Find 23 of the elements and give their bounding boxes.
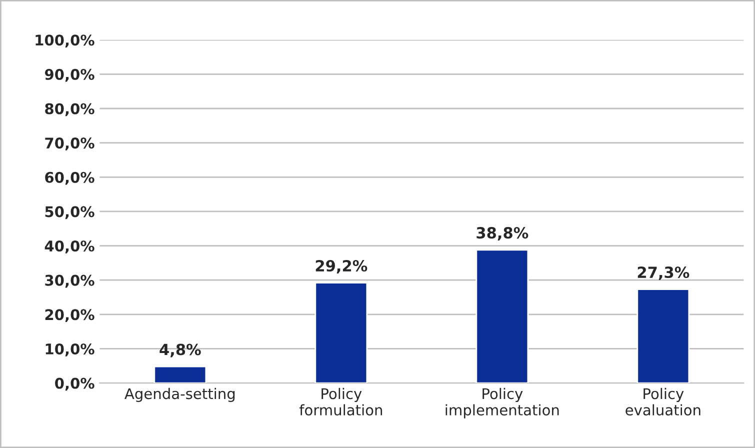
data-label: 4,8% (160, 344, 201, 358)
y-tick-label: 90,0% (44, 68, 94, 82)
y-tick-label: 40,0% (44, 240, 94, 254)
y-tick-label: 20,0% (45, 309, 94, 322)
y-tick-label: 70,0% (45, 138, 94, 150)
y-tick-label: 10,0% (46, 343, 94, 356)
bar (154, 366, 207, 384)
y-tick-label: 100,0% (36, 34, 94, 48)
bar (476, 249, 529, 384)
x-tick-label: Policy implementation (446, 388, 559, 418)
x-tick-label: Policy formulation (299, 388, 382, 416)
data-label: 29,2% (316, 260, 368, 274)
y-tick-label: 30,0% (45, 274, 94, 288)
y-tick-label: 50,0% (45, 206, 94, 220)
bar (636, 288, 690, 384)
x-tick-label: Policy evaluation (626, 388, 700, 416)
bar (314, 282, 368, 384)
y-tick-label: 0,0% (55, 378, 94, 391)
x-tick-label: Agenda-setting (124, 388, 235, 402)
y-tick-label: 60,0% (45, 172, 94, 185)
data-label: 38,8% (476, 227, 528, 241)
y-tick-label: 80,0% (45, 103, 94, 116)
data-label: 27,3% (638, 266, 690, 280)
